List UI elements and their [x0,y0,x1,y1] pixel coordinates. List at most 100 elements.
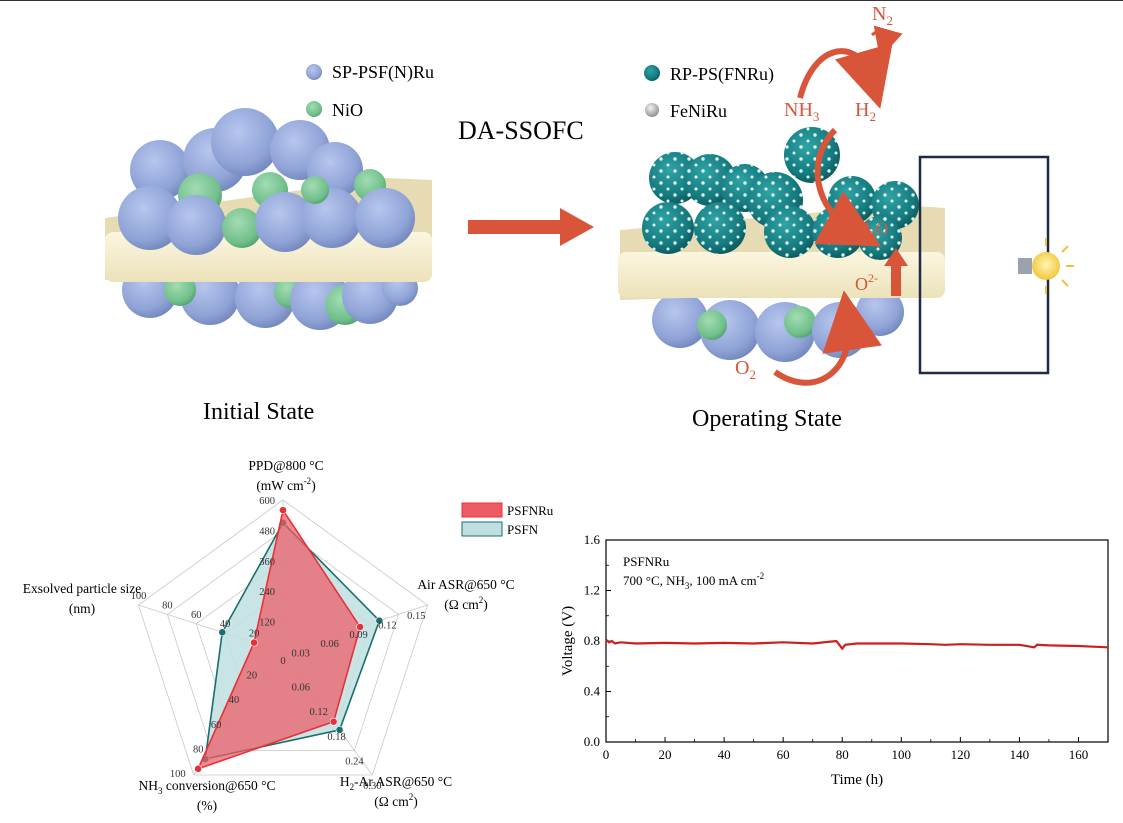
radar-tick-label: 100 [131,591,147,602]
radar-point-psfn [218,628,227,637]
x-tick-label: 60 [777,747,790,762]
radar-tick-label: 0.09 [349,630,367,641]
radar-axis-unit: (Ω cm2) [444,595,487,612]
transition-arrow [468,208,594,246]
radar-axis-title: Exsolved particle size [23,581,141,596]
operating-bottom-particles [652,288,904,362]
radar-tick-label: 0.18 [327,732,345,743]
nio-marker [306,101,322,117]
radar-tick-label: 0.12 [378,620,396,631]
radar-axis-title: PPD@800 °C [248,458,323,473]
nh3-decomposition-arrow [797,42,893,109]
o2-label: O2 [735,357,756,382]
lightbulb-icon [1018,238,1074,294]
radar-tick-label: 40 [220,619,231,630]
oxide-ion-label: O2- [855,271,878,294]
species-labels: N2 NH3 H2 H2O O2- O2 [735,3,893,382]
voltage-annotation-line1: PSFNRu [623,554,670,569]
y-tick-label: 0.4 [584,684,601,699]
initial-caption: Initial State [203,399,314,425]
x-tick-label: 140 [1010,747,1030,762]
radar-point-psfnru [329,717,338,726]
radar-tick-label: 0.06 [320,639,338,650]
radar-tick-label: 0.12 [310,707,328,718]
rp-ps-label: RP-PS(FNRu) [670,64,774,85]
radar-tick-label: 80 [162,600,173,611]
radar-tick-label: 120 [259,618,275,629]
h2-oxidation-arrow [814,127,882,247]
radar-tick-label: 100 [170,769,186,780]
radar-tick-label: 0.15 [407,611,425,622]
y-tick-label: 1.2 [584,583,600,598]
nh3-label: NH3 [784,99,819,124]
y-tick-label: 0.8 [584,633,600,648]
y-tick-label: 0.0 [584,734,600,749]
radar-chart: 0 120 240 360 480 600 0.03 0.06 0.09 0.12 0.15 0.06… [23,458,554,813]
operating-top-particles [642,127,919,260]
radar-point-psfnru [356,623,364,631]
radar-area-psfnru [196,508,361,771]
operating-state-illustration [618,25,1074,386]
operating-caption: Operating State [692,406,842,432]
radar-axis-title: H2-Ar ASR@650 °C [340,774,452,792]
radar-tick-label: 480 [259,526,275,537]
radar-tick-label: 600 [259,496,275,507]
x-tick-label: 160 [1069,747,1089,762]
x-axis-title: Time (h) [831,772,883,788]
oxide-ion-arrowhead [884,248,908,266]
radar-tick-label: 240 [259,587,275,598]
operating-electrolyte-slab [618,252,945,298]
x-tick-label: 80 [836,747,849,762]
x-tick-label: 120 [951,747,971,762]
radar-tick-label: 0.24 [345,756,364,767]
radar-tick-label: 20 [247,671,258,682]
radar-axis-unit: (%) [197,798,217,813]
radar-axis-unit: (nm) [69,601,95,616]
y-axis-title: Voltage (V) [560,606,576,676]
rp-ps-marker [644,65,660,81]
radar-ticks: 0 120 240 360 480 600 0.03 0.06 0.09 0.12 0.15 0.06… [131,496,426,792]
radar-tick-label: 360 [259,557,275,568]
x-tick-label: 0 [603,747,610,762]
radar-grid-ring [137,499,429,776]
legend-label-psfnru: PSFNRu [507,503,554,518]
nio-label: NiO [332,100,363,120]
cell-name: DA-SSOFC [458,116,584,145]
h2-label: H2 [855,99,876,124]
initial-top-particles [118,108,415,255]
x-tick-label: 100 [892,747,912,762]
sp-psf-marker [306,64,322,80]
radar-tick-label: 0 [280,656,285,667]
voltage-series-psfnru [605,638,1109,651]
radar-tick-label: 0.30 [363,781,381,792]
alloy-label: FeNiRu [670,101,727,121]
radar-tick-label: 0.06 [292,683,310,694]
radar-tick-label: 60 [191,610,202,621]
h2o-label: H2O [858,219,888,241]
alloy-marker [645,103,659,117]
x-tick-label: 20 [659,747,672,762]
legend-swatch-psfn [461,521,503,537]
sp-psf-label: SP-PSF(N)Ru [332,62,434,83]
radar-point-psfnru [250,638,258,647]
plot-frame [605,539,1109,743]
radar-tick-label: 40 [229,695,240,706]
radar-axis-unit: (Ω cm2) [374,792,417,809]
voltage-chart: 0 20 40 60 80 100 120 140 160 0.0 0.4 0.8 1.2 1.6 PSF… [560,532,1109,788]
operating-legend: RP-PS(FNRu) FeNiRu [644,64,774,121]
radar-point-psfnru [279,506,287,515]
radar-point-psfn [335,725,344,734]
n2-release-arrow [871,25,903,59]
initial-legend: SP-PSF(N)Ru NiO [306,62,434,120]
radar-point-psfnru [194,764,203,773]
radar-tick-label: 0.03 [292,649,310,660]
radar-tick-label: 80 [193,744,204,755]
n2-label: N2 [872,3,893,28]
initial-state-illustration [105,108,432,330]
x-tick-label: 40 [718,747,731,762]
radar-legend: PSFNRu PSFN [461,502,554,537]
radar-axis-labels: PPD@800 °C (mW cm-2) Air ASR@650 °C (Ω cm2)… [23,458,515,813]
y-tick-label: 1.6 [584,532,601,547]
radar-tick-label: 60 [211,720,222,731]
